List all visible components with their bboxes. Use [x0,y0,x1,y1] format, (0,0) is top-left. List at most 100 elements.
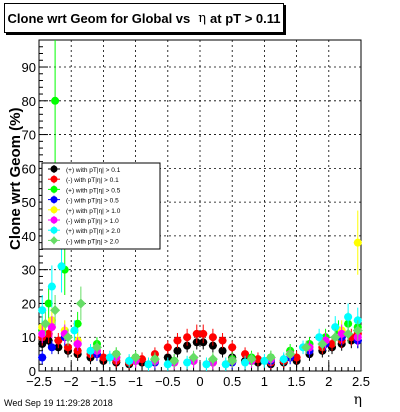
legend-label: (+) with pT|η| > 0.5 [66,187,121,194]
data-point [265,352,276,363]
data-point [330,332,341,343]
data-point [47,323,56,332]
x-tick-label: 0 [196,374,203,389]
series-7 [38,240,362,371]
data-point [44,329,53,338]
legend-marker [50,185,58,193]
data-point [163,360,172,369]
data-point [241,350,250,359]
data-point [57,262,66,271]
title-prefix: Clone wrt Geom for Global vs [7,10,191,26]
data-point [144,360,153,369]
legend: (+) with pT|η| > 0.1 (-) with pT|η| > 0.1… [41,162,161,250]
data-point [51,96,60,105]
data-point [202,360,211,369]
data-point [173,336,182,345]
x-tick-label: 2 [325,374,332,389]
chart-title: Clone wrt Geom for Global vs η at pT > 0… [4,3,284,33]
data-point [246,354,257,365]
y-tick-label: 50 [22,195,36,210]
x-tick-label: 1 [261,374,268,389]
legend-label: (-) with pT|η| > 2.0 [66,238,119,245]
x-tick-label: 2.5 [352,374,370,389]
data-point [38,306,47,315]
y-tick-label: 20 [22,296,36,311]
data-point [111,349,122,360]
data-marks [38,40,363,371]
timestamp: Wed Sep 19 11:29:28 2018 [4,398,113,408]
legend-marker [50,175,58,183]
data-point [47,343,56,352]
data-point [192,329,201,338]
data-point [285,349,296,360]
legend-marker [50,236,58,245]
data-point [75,298,86,309]
data-point [301,342,312,353]
data-point [99,353,108,362]
data-point [62,332,73,343]
data-point [292,353,301,362]
x-tick-label: 0.5 [223,374,241,389]
y-tick-label: 80 [22,94,36,109]
data-point [105,353,114,362]
data-point [50,305,61,316]
x-tick-label: 1.5 [288,374,306,389]
legend-label: (+) with pT|η| > 1.0 [66,208,121,215]
legend-label: (-) with pT|η| > 1.0 [66,218,119,225]
series-8 [40,286,363,368]
title-eta-symbol: η [198,10,207,26]
data-point [279,355,288,364]
x-tick-label: −1.5 [91,374,117,389]
y-tick-label: 10 [22,330,36,345]
data-point [183,358,192,367]
data-point [260,356,269,365]
x-tick-label: −1 [128,374,143,389]
data-point [337,329,346,338]
data-point [328,339,337,348]
data-point [149,354,160,365]
legend-marker [50,216,58,224]
data-point [73,319,82,328]
legend-label: (+) with pT|η| > 2.0 [66,228,121,235]
data-point [173,346,182,355]
data-point [47,282,56,291]
legend-label: (-) with pT|η| > 0.5 [66,198,119,205]
data-point [70,326,79,335]
legend-marker [50,165,58,173]
data-point [54,336,63,345]
y-tick-label: 70 [22,128,36,143]
data-point [38,329,47,338]
y-tick-label: 60 [22,161,36,176]
x-axis-label: η [353,392,362,408]
data-point [317,338,328,349]
axes: −2.5 −2 −1.5 −1 −0.5 0 0.5 1 1.5 2 2.5 0 10 20 30 40 50 6… [22,46,370,389]
y-tick-label: 30 [22,263,36,278]
data-point [228,343,237,352]
data-point [183,333,192,342]
legend-marker [50,196,58,204]
legend-box [41,162,161,250]
data-point [343,328,354,339]
data-point [221,360,230,369]
data-point [241,358,250,367]
data-point [315,333,324,342]
data-point [353,238,362,247]
data-point [38,353,47,362]
data-point [253,355,262,364]
y-tick-label: 0 [29,364,36,379]
data-point [86,346,95,355]
data-point [199,329,208,338]
data-point [218,346,227,355]
data-point [125,356,134,365]
y-tick-label: 90 [22,60,36,75]
data-point [218,336,227,345]
data-point [163,343,172,352]
data-point [44,299,53,308]
data-point [208,333,217,342]
data-point [207,354,218,365]
legend-marker [50,206,58,214]
legend-marker [50,226,58,234]
data-point [169,355,180,366]
x-tick-label: −0.5 [155,374,181,389]
